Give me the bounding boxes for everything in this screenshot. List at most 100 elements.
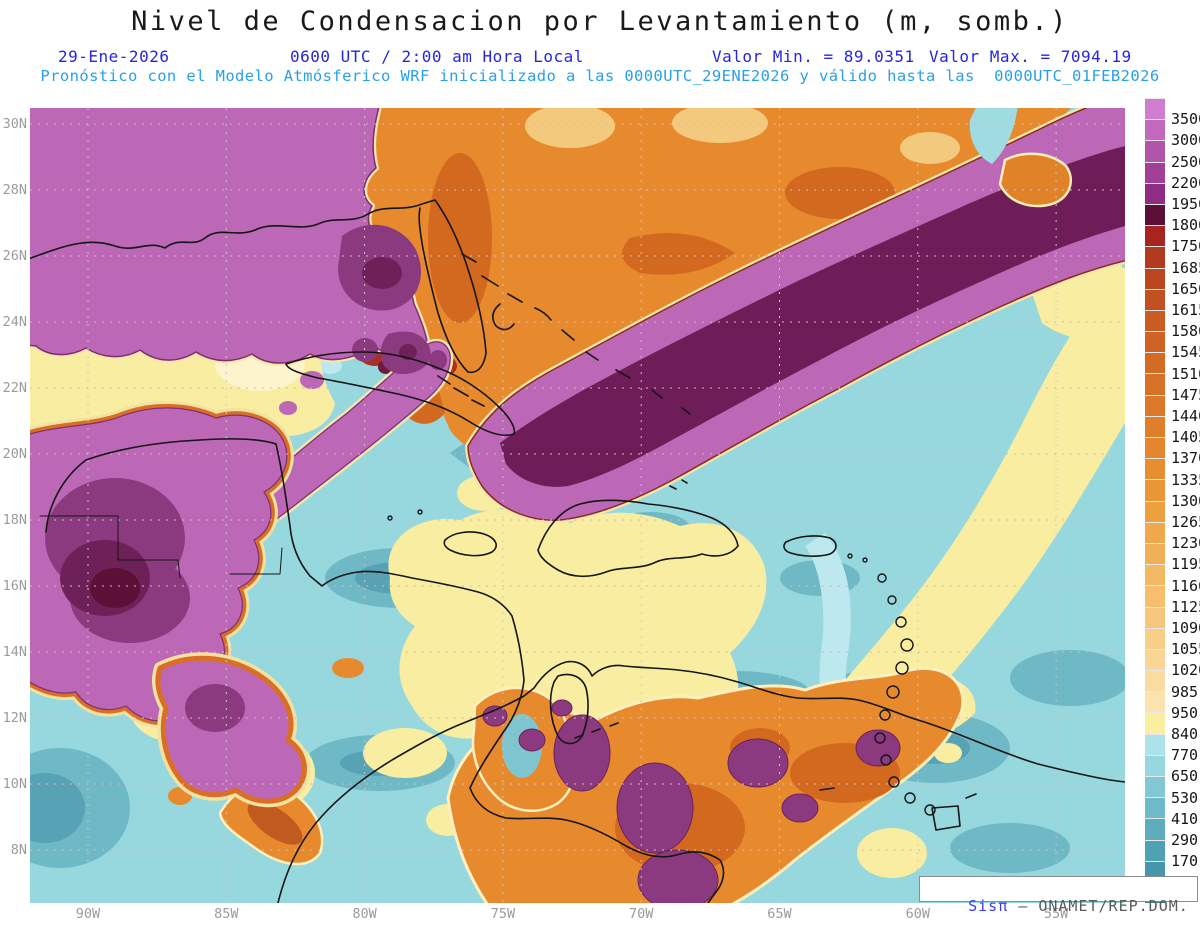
colorbar-tick-label: 985: [1171, 682, 1199, 701]
colorbar-tick-label: 2200: [1171, 173, 1200, 192]
colorbar-tick-label: 1335: [1171, 470, 1200, 489]
colorbar-tick-label: 1685: [1171, 258, 1200, 277]
lon-tick-label: 85W: [214, 906, 239, 922]
lon-tick-label: 90W: [75, 906, 101, 922]
colorbar-cell: [1145, 246, 1165, 268]
colorbar-cell: [1145, 670, 1165, 692]
lat-tick-label: 26N: [2, 248, 27, 264]
colorbar-tick-label: 1055: [1171, 640, 1200, 659]
colorbar: [1145, 98, 1165, 904]
colorbar-cell: [1145, 140, 1165, 162]
forecast-time: 0600 UTC / 2:00 am Hora Local: [290, 47, 584, 66]
page-title: Nivel de Condensacion por Levantamiento …: [131, 6, 1069, 37]
coast-central-america: [45, 438, 725, 903]
colorbar-tick-label: 1440: [1171, 407, 1200, 425]
colorbar-cell: [1145, 352, 1165, 374]
colorbar-cell: [1145, 288, 1165, 310]
border-lines: [39, 515, 283, 579]
colorbar-tick-label: 3500: [1171, 110, 1200, 129]
colorbar-tick-label: 1650: [1171, 279, 1200, 298]
map-canvas: [30, 108, 1125, 903]
colorbar-cell: [1145, 437, 1165, 459]
coast-south-america: [277, 660, 1125, 903]
colorbar-cell: [1145, 564, 1165, 586]
colorbar-cell: [1145, 542, 1165, 565]
coast-gulf-florida: [30, 199, 487, 374]
coast-jamaica: [443, 531, 497, 557]
colorbar-tick-label: 1405: [1171, 428, 1200, 447]
lon-tick-label: 60W: [905, 906, 930, 922]
colorbar-cell: [1145, 203, 1165, 226]
colorbar-tick-label: 650: [1171, 767, 1199, 786]
colorbar-cell: [1145, 648, 1165, 671]
colorbar-tick-label: 1090: [1171, 619, 1200, 637]
lat-tick-label: 10N: [2, 776, 27, 792]
colorbar-cell: [1145, 394, 1165, 416]
lat-tick-label: 22N: [2, 380, 27, 396]
colorbar-tick-label: 950: [1171, 703, 1199, 722]
colorbar-cell: [1145, 373, 1165, 395]
coast-abc-islands: [574, 722, 835, 791]
colorbar-cell: [1145, 839, 1165, 861]
lat-tick-label: 24N: [2, 314, 27, 330]
colorbar-cell: [1145, 267, 1165, 289]
lat-tick-label: 12N: [2, 710, 27, 726]
lon-tick-label: 75W: [490, 906, 516, 922]
lat-tick-label: 28N: [2, 182, 27, 198]
graticule: [30, 108, 1125, 903]
lon-tick-label: 80W: [352, 906, 377, 922]
colorbar-tick-label: 3000: [1171, 131, 1200, 150]
colorbar-cell: [1145, 119, 1165, 141]
purple-venezuela-patches: [482, 699, 901, 903]
colorbar-cell: [1145, 309, 1165, 332]
colorbar-tick-label: 410: [1171, 809, 1199, 828]
coast-lesser-antilles: [387, 509, 936, 816]
purple-frontal-band: [465, 108, 1125, 524]
colorbar-cell: [1145, 754, 1165, 776]
coast-cuba: [285, 351, 516, 437]
colorbar-cell: [1145, 585, 1165, 607]
purple-yucatan-region: [30, 401, 311, 808]
coast-bahamas: [461, 253, 691, 490]
watermark-text: – ONAMET/REP.DOM.: [1008, 897, 1189, 915]
colorbar-cell: [1145, 225, 1165, 247]
watermark: Sisπ – ONAMET/REP.DOM.: [919, 876, 1198, 915]
colorbar-tick-label: 1750: [1171, 237, 1200, 256]
colorbar-cell: [1145, 691, 1165, 713]
colorbar-tick-label: 1160: [1171, 576, 1200, 595]
colorbar-cell: [1145, 458, 1165, 480]
purple-northwest-region: [30, 108, 431, 366]
colorbar-tick-label: 1950: [1171, 195, 1200, 213]
coast-puerto-rico: [783, 535, 837, 557]
colorbar-cell: [1145, 500, 1165, 522]
lat-tick-label: 8N: [10, 842, 27, 858]
lat-tick-label: 20N: [2, 446, 27, 462]
coast-hispaniola: [537, 499, 739, 578]
colorbar-tick-label: 1580: [1171, 322, 1200, 341]
colorbar-tick-label: 840: [1171, 725, 1199, 743]
colorbar-tick-label: 1020: [1171, 661, 1200, 680]
colorbar-tick-label: 1230: [1171, 534, 1200, 553]
colorbar-tick-label: 1475: [1171, 385, 1200, 404]
colorbar-cell: [1145, 98, 1165, 120]
watermark-brand: Sisπ: [968, 897, 1009, 915]
colorbar-tick-label: 1125: [1171, 597, 1200, 616]
colorbar-cell: [1145, 182, 1165, 204]
lat-tick-label: 16N: [2, 578, 27, 594]
colorbar-cell: [1145, 733, 1165, 755]
colorbar-cell: [1145, 331, 1165, 353]
colorbar-tick-label: 2500: [1171, 152, 1200, 171]
colorbar-tick-label: 1615: [1171, 301, 1200, 319]
valor-min: Valor Min. = 89.0351: [712, 47, 915, 66]
valor-max: Valor Max. = 7094.19: [929, 47, 1132, 66]
lon-tick-label: 55W: [1033, 906, 1079, 922]
colorbar-cell: [1145, 627, 1165, 649]
orange-field-north: [354, 108, 1071, 452]
colorbar-tick-label: 1370: [1171, 449, 1200, 468]
colorbar-tick-label: 1300: [1171, 491, 1200, 510]
colorbar-cell: [1145, 415, 1165, 437]
lon-tick-label: 70W: [628, 906, 654, 922]
colorbar-cell: [1145, 521, 1165, 543]
lat-tick-label: 18N: [2, 512, 27, 528]
colorbar-tick-label: 770: [1171, 746, 1199, 765]
